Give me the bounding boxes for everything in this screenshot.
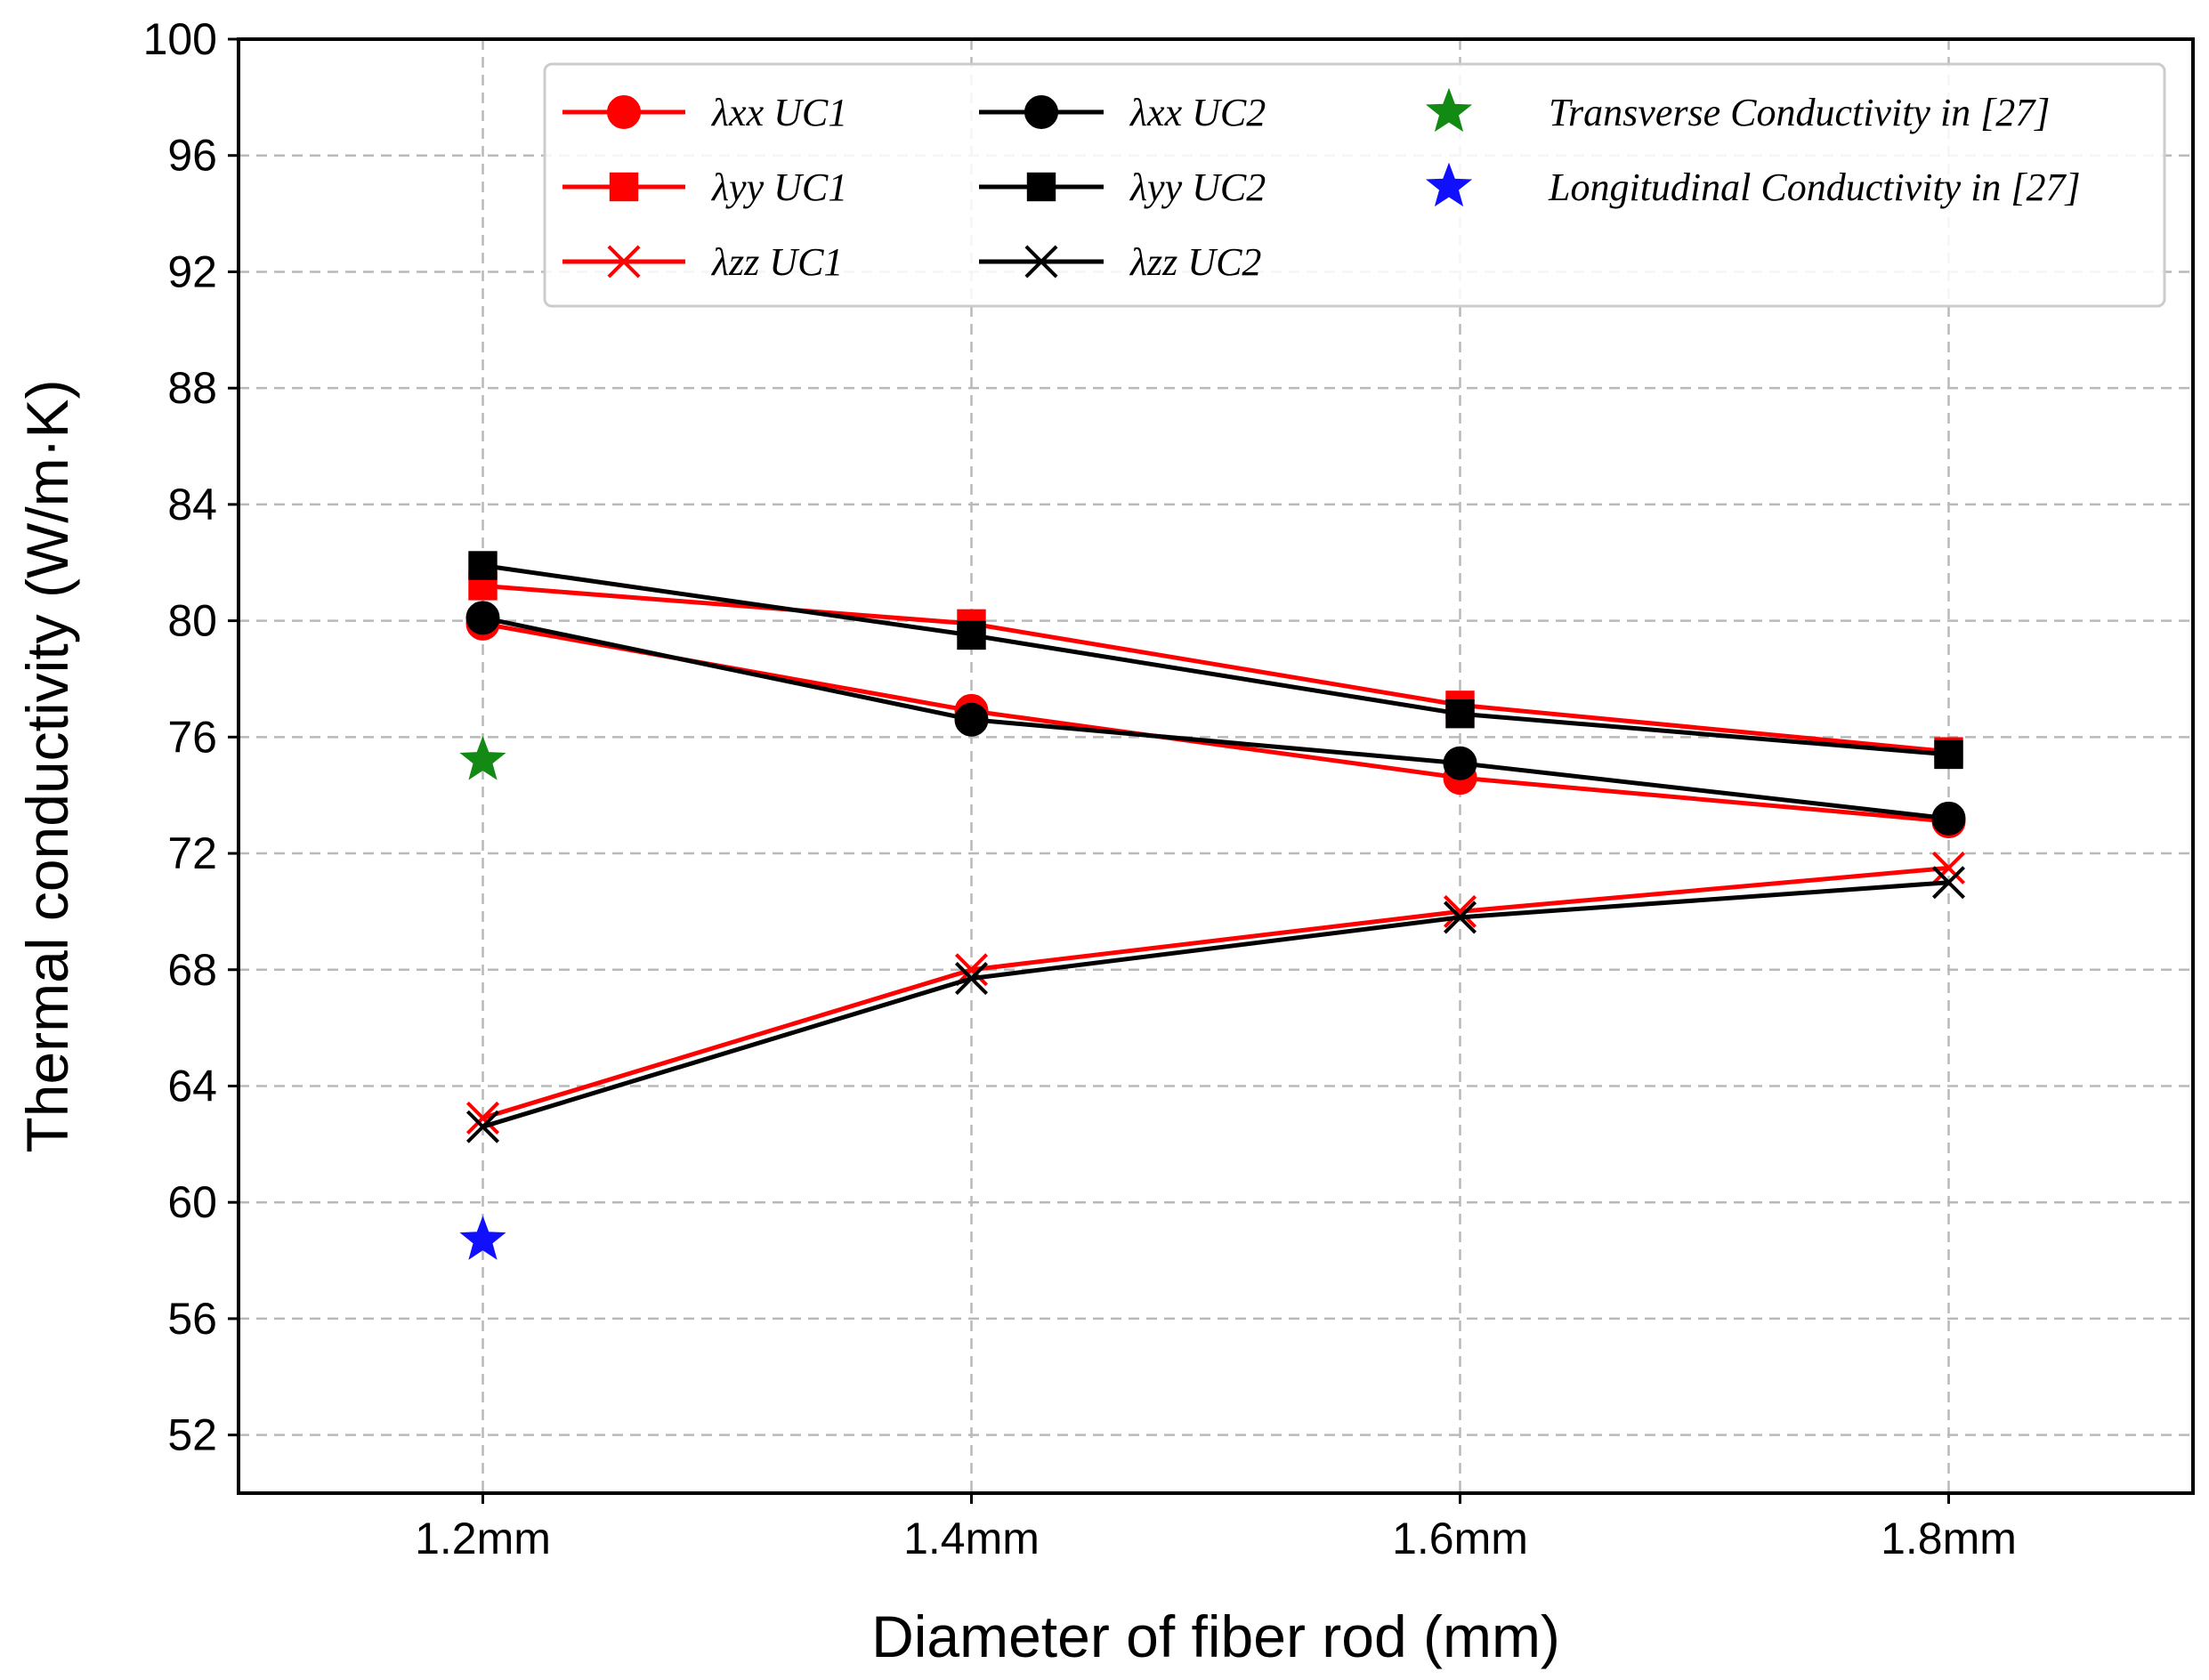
data-point — [468, 551, 498, 580]
data-point — [1934, 739, 1963, 770]
legend-marker — [609, 172, 639, 202]
y-tick-label: 52 — [167, 1410, 217, 1460]
legend-marker — [607, 245, 641, 279]
legend-label: λyy UC1 — [710, 166, 847, 209]
data-point — [1931, 851, 1966, 884]
x-tick-label: 1.4mm — [903, 1514, 1040, 1563]
legend-label: λzz UC2 — [1129, 240, 1261, 284]
legend-marker — [1425, 162, 1473, 207]
legend-label: λyy UC2 — [1129, 166, 1266, 209]
reference-point-transverse-conductivity-in-27 — [459, 736, 506, 780]
legend-box — [543, 62, 2166, 308]
series-lambda-yy-uc2 — [468, 551, 1963, 770]
data-point — [1443, 901, 1477, 934]
legend-entry-transverse-conductivity-in-27: Transverse Conductivity in [27] — [1425, 87, 2050, 134]
series-lambda-zz-uc1 — [465, 851, 1966, 1135]
legend-label: Transverse Conductivity in [27] — [1549, 91, 2050, 134]
x-axis-label: Diameter of fiber rod (mm) — [871, 1603, 1560, 1669]
series-lambda-zz-uc2 — [465, 866, 1966, 1143]
data-point — [1443, 746, 1477, 780]
legend-label: λxx UC1 — [710, 91, 847, 134]
data-point — [954, 702, 989, 737]
y-tick-label: 76 — [167, 712, 217, 762]
series-line — [482, 583, 1949, 755]
y-tick-label: 68 — [167, 945, 217, 995]
y-tick-label: 100 — [143, 14, 217, 64]
y-tick-label: 80 — [167, 596, 217, 646]
legend-entry-lambda-zz-uc1: λzz UC1 — [562, 240, 843, 284]
reference-point-longitudinal-conductivity-in-27 — [459, 1216, 506, 1260]
y-tick-label: 64 — [167, 1061, 217, 1111]
legend-entry-lambda-yy-uc1: λyy UC1 — [562, 166, 847, 209]
legend-entry-lambda-xx-uc1: λxx UC1 — [562, 91, 847, 134]
y-tick-label: 60 — [167, 1177, 217, 1227]
legend-marker — [1026, 172, 1056, 202]
y-tick-label: 84 — [167, 480, 217, 529]
series-line — [482, 563, 1949, 757]
legend-label: λzz UC1 — [710, 240, 843, 284]
legend-marker — [1024, 245, 1058, 279]
y-tick-label: 96 — [167, 131, 217, 181]
series-line — [481, 880, 1949, 1129]
legend-entry-lambda-xx-uc2: λxx UC2 — [979, 91, 1266, 134]
y-tick-label: 72 — [167, 828, 217, 878]
x-tick-label: 1.8mm — [1881, 1514, 2017, 1563]
series-lambda-xx-uc2 — [465, 601, 1966, 836]
data-point — [465, 1110, 500, 1143]
legend-label: λxx UC2 — [1129, 91, 1266, 134]
legend-marker — [607, 95, 641, 129]
series-line — [481, 615, 1949, 821]
legend-marker — [1425, 87, 1473, 133]
y-tick-label: 92 — [167, 246, 217, 296]
ticks: 1.2mm 1.4mm 1.6mm 1.8mm 52 56 60 64 68 72 76 80 84 88… — [143, 14, 2017, 1563]
data-point — [954, 962, 989, 996]
legend: λxx UC1 λyy UC1 λzz UC1 λxx UC2 λyy UC2 λzz U… — [543, 62, 2166, 308]
data-point — [1443, 894, 1477, 928]
y-tick-label: 88 — [167, 363, 217, 413]
data-point — [1931, 866, 1966, 900]
y-axis-label: Thermal conductivity (W/m·K) — [14, 379, 80, 1152]
reference-points — [459, 736, 506, 1260]
data-point — [1445, 699, 1475, 729]
data-point — [957, 620, 986, 650]
data-point — [465, 1101, 500, 1135]
x-tick-label: 1.6mm — [1392, 1514, 1528, 1563]
data-point — [465, 601, 500, 635]
plot-frame — [237, 37, 2195, 1495]
series-layer — [465, 551, 1966, 1143]
x-tick-label: 1.2mm — [415, 1514, 551, 1563]
series-line — [481, 865, 1949, 1120]
legend-entry-lambda-yy-uc2: λyy UC2 — [979, 166, 1266, 209]
data-point — [1931, 801, 1966, 836]
y-tick-label: 56 — [167, 1294, 217, 1344]
legend-entry-lambda-zz-uc2: λzz UC2 — [979, 240, 1261, 284]
legend-label: Longitudinal Conductivity in [27] — [1548, 166, 2081, 209]
legend-entry-longitudinal-conductivity-in-27: Longitudinal Conductivity in [27] — [1425, 162, 2081, 209]
legend-marker — [1024, 95, 1058, 129]
